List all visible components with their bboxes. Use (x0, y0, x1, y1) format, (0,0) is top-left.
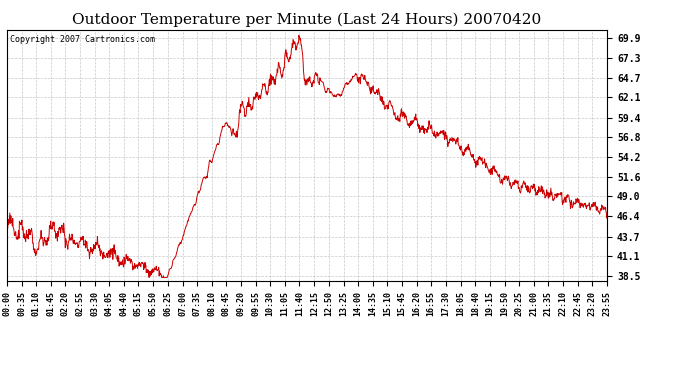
Title: Outdoor Temperature per Minute (Last 24 Hours) 20070420: Outdoor Temperature per Minute (Last 24 … (72, 13, 542, 27)
Text: Copyright 2007 Cartronics.com: Copyright 2007 Cartronics.com (10, 35, 155, 44)
